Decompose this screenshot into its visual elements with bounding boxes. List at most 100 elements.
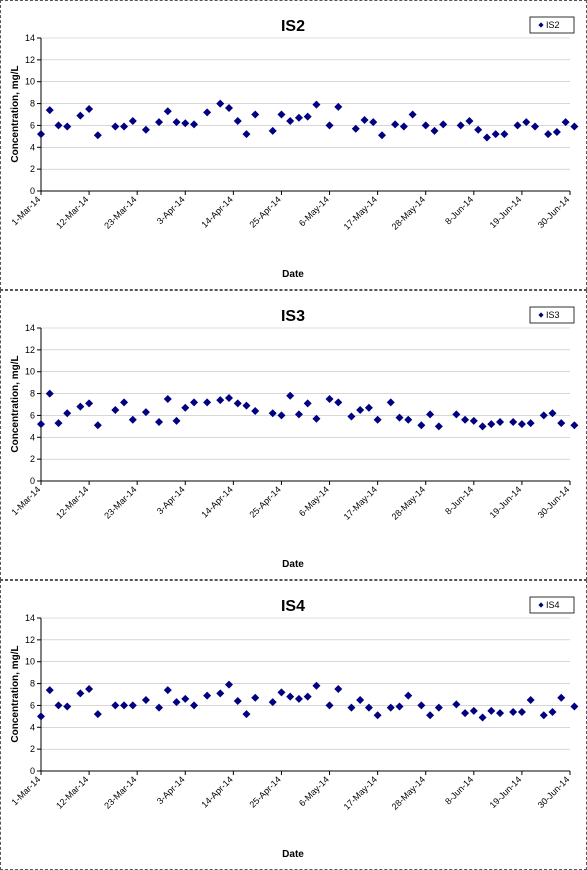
x-tick-label: 30-Jun-14 bbox=[536, 194, 572, 230]
y-axis-title: Concentration, mg/L bbox=[10, 65, 21, 162]
data-point bbox=[303, 692, 312, 701]
y-tick-label: 14 bbox=[25, 33, 35, 43]
data-point bbox=[548, 707, 557, 716]
data-point bbox=[224, 680, 233, 689]
data-point bbox=[251, 407, 260, 416]
chart-title: IS4 bbox=[281, 598, 305, 615]
x-tick-label: 6-May-14 bbox=[297, 194, 331, 228]
data-point bbox=[334, 685, 343, 694]
chart-panel-is4: IS4 0 2 4 6 8 10 12 14 1-Mar-14 12-Mar-14 23-Mar-14… bbox=[0, 580, 587, 870]
data-point bbox=[224, 103, 233, 112]
data-point bbox=[233, 697, 242, 706]
y-tick-label: 0 bbox=[30, 186, 35, 196]
data-point bbox=[509, 707, 518, 716]
x-tick-label: 6-May-14 bbox=[297, 774, 331, 808]
data-point bbox=[386, 398, 395, 407]
legend-marker bbox=[538, 22, 544, 28]
y-tick-label: 10 bbox=[25, 77, 35, 87]
x-tick-label: 14-Apr-14 bbox=[199, 774, 234, 809]
x-tick-label: 17-May-14 bbox=[342, 774, 379, 811]
data-point bbox=[277, 110, 286, 119]
y-tick-label: 2 bbox=[30, 164, 35, 174]
data-point bbox=[203, 398, 212, 407]
data-point bbox=[63, 702, 72, 711]
x-tick-label: 25-Apr-14 bbox=[247, 484, 282, 519]
data-point bbox=[325, 121, 334, 130]
data-point bbox=[76, 402, 85, 411]
data-point bbox=[277, 411, 286, 420]
data-point bbox=[312, 414, 321, 423]
data-point bbox=[465, 117, 474, 126]
data-point bbox=[190, 120, 199, 129]
y-tick-label: 14 bbox=[25, 613, 35, 623]
data-point bbox=[513, 121, 522, 130]
data-point bbox=[404, 415, 413, 424]
x-axis-title: Date bbox=[282, 269, 304, 280]
y-tick-label: 14 bbox=[25, 323, 35, 333]
data-point bbox=[128, 701, 137, 710]
data-point bbox=[54, 121, 63, 130]
data-point bbox=[203, 691, 212, 700]
data-point bbox=[417, 421, 426, 430]
data-point bbox=[190, 398, 199, 407]
x-tick-label: 19-Jun-14 bbox=[488, 484, 524, 520]
data-point bbox=[557, 419, 566, 428]
data-point bbox=[172, 118, 181, 127]
data-point bbox=[233, 117, 242, 126]
data-point bbox=[364, 403, 373, 412]
data-point bbox=[526, 695, 535, 704]
y-tick-label: 0 bbox=[30, 476, 35, 486]
data-point bbox=[517, 707, 526, 716]
x-tick-label: 19-Jun-14 bbox=[488, 774, 524, 810]
data-point bbox=[386, 703, 395, 712]
x-tick-label: 14-Apr-14 bbox=[199, 194, 234, 229]
data-point bbox=[251, 693, 260, 702]
data-point bbox=[163, 107, 172, 116]
y-tick-label: 8 bbox=[30, 389, 35, 399]
data-point bbox=[312, 681, 321, 690]
x-tick-label: 12-Mar-14 bbox=[54, 774, 90, 810]
data-point bbox=[294, 113, 303, 122]
data-point bbox=[461, 709, 470, 718]
data-point bbox=[364, 703, 373, 712]
data-point bbox=[378, 131, 387, 140]
y-tick-label: 6 bbox=[30, 700, 35, 710]
data-point bbox=[54, 419, 63, 428]
data-point bbox=[163, 686, 172, 695]
data-point bbox=[408, 110, 417, 119]
data-point bbox=[548, 409, 557, 418]
data-point bbox=[487, 706, 496, 715]
data-point bbox=[426, 410, 435, 419]
data-point bbox=[325, 395, 334, 404]
data-point bbox=[120, 398, 129, 407]
x-tick-label: 3-Apr-14 bbox=[155, 484, 187, 516]
data-point bbox=[360, 115, 369, 124]
data-point bbox=[286, 391, 295, 400]
data-point bbox=[155, 118, 164, 127]
x-tick-label: 3-Apr-14 bbox=[155, 194, 187, 226]
data-point bbox=[369, 118, 378, 127]
data-point bbox=[141, 408, 150, 417]
chart-title: IS2 bbox=[281, 18, 305, 35]
data-point bbox=[356, 405, 365, 414]
data-point bbox=[141, 125, 150, 134]
scatter-chart-is2: IS2 0 2 4 6 8 10 12 14 1-Mar-14 12-Mar-14 23-Mar-14… bbox=[10, 16, 579, 280]
y-tick-label: 10 bbox=[25, 367, 35, 377]
data-point bbox=[570, 421, 579, 430]
scatter-chart-is3: IS3 0 2 4 6 8 10 12 14 1-Mar-14 12-Mar-14 23-Mar-14… bbox=[10, 306, 579, 570]
data-point bbox=[85, 399, 94, 408]
y-tick-label: 6 bbox=[30, 410, 35, 420]
x-tick-label: 28-May-14 bbox=[390, 194, 427, 231]
data-point bbox=[347, 703, 356, 712]
data-point bbox=[325, 701, 334, 710]
data-point bbox=[111, 405, 120, 414]
data-point bbox=[570, 702, 579, 711]
data-point bbox=[203, 108, 212, 117]
data-point bbox=[552, 127, 561, 136]
data-point bbox=[487, 420, 496, 429]
data-point bbox=[111, 701, 120, 710]
data-point bbox=[430, 126, 439, 135]
x-tick-label: 1-Mar-14 bbox=[10, 484, 43, 517]
x-tick-label: 23-Mar-14 bbox=[102, 484, 138, 520]
data-point bbox=[417, 701, 426, 710]
